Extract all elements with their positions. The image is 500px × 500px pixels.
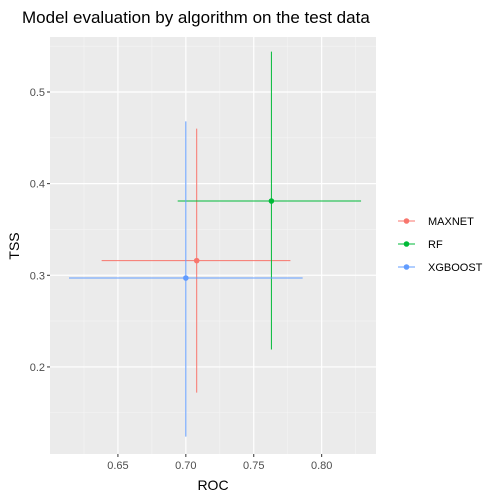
point-maxnet: [193, 257, 200, 264]
y-axis-ticks: 0.2 0.3 0.4 0.5: [30, 87, 50, 374]
x-axis-ticks: 0.65 0.70 0.75 0.80: [107, 454, 332, 472]
data-marks: [69, 51, 362, 437]
gridlines: [50, 37, 376, 454]
legend-label-xgboost: XGBOOST: [428, 262, 483, 274]
plot-panel: [50, 37, 376, 454]
legend: MAXNET RF XGBOOST: [398, 216, 483, 274]
x-tick-label: 0.65: [107, 460, 128, 472]
x-tick-label: 0.70: [175, 460, 196, 472]
x-tick-label: 0.75: [243, 460, 264, 472]
y-tick-label: 0.5: [30, 87, 45, 99]
y-tick-label: 0.3: [30, 270, 45, 282]
legend-point-maxnet: [403, 218, 410, 224]
y-tick-label: 0.2: [30, 362, 45, 374]
y-tick-label: 0.4: [30, 179, 45, 191]
legend-point-rf: [403, 241, 410, 247]
x-tick-label: 0.80: [311, 460, 332, 472]
y-axis-label: TSS: [6, 232, 22, 259]
point-xgboost: [183, 275, 189, 281]
legend-point-xgboost: [403, 264, 410, 270]
point-rf: [268, 198, 275, 204]
legend-label-maxnet: MAXNET: [428, 216, 474, 228]
chart-title: Model evaluation by algorithm on the tes…: [22, 8, 370, 27]
x-axis-label: ROC: [197, 477, 228, 493]
legend-label-rf: RF: [428, 239, 443, 251]
